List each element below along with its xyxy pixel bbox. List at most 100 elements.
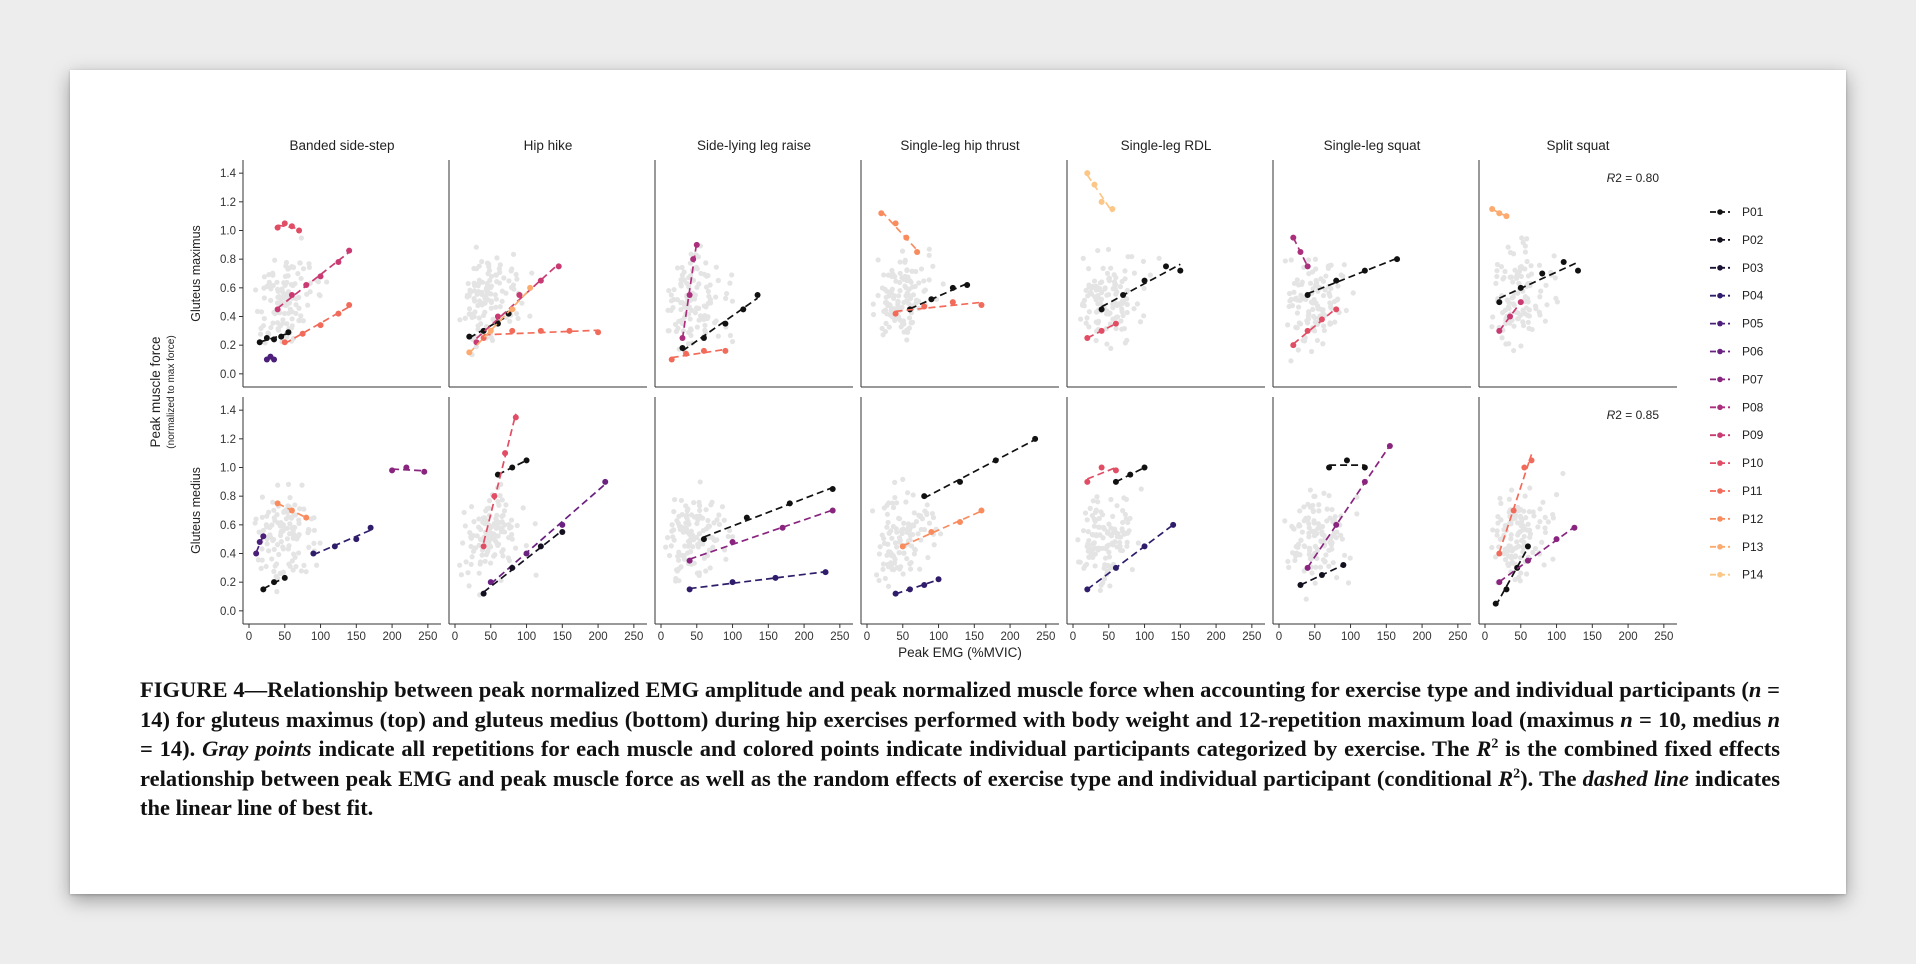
background-point <box>1314 337 1321 344</box>
background-point <box>905 292 912 298</box>
background-point <box>280 294 286 301</box>
background-point <box>921 288 927 294</box>
background-point <box>498 481 504 487</box>
background-point <box>271 515 277 521</box>
data-point-p04 <box>906 586 913 593</box>
background-point <box>900 476 906 482</box>
background-point <box>507 318 513 324</box>
data-point-p04 <box>353 536 360 543</box>
background-point <box>1494 268 1500 274</box>
background-point <box>1313 564 1319 570</box>
background-point <box>1120 508 1126 514</box>
background-point <box>1124 309 1130 316</box>
background-point <box>264 541 270 547</box>
background-point <box>1080 255 1086 261</box>
background-point <box>1108 345 1114 352</box>
background-point <box>279 300 286 306</box>
background-point <box>875 292 881 299</box>
background-point <box>1138 486 1144 492</box>
background-point <box>889 552 896 558</box>
background-point <box>1113 325 1119 332</box>
background-point <box>272 257 278 263</box>
background-point <box>260 527 266 534</box>
data-point-p01 <box>1304 292 1311 298</box>
background-point <box>1310 286 1316 292</box>
background-point <box>280 522 286 528</box>
data-point-p10 <box>1084 478 1091 485</box>
background-point <box>1513 545 1519 551</box>
background-point <box>1335 296 1341 302</box>
background-point <box>1326 493 1332 499</box>
data-point-p01 <box>829 486 836 492</box>
background-point <box>1321 327 1327 334</box>
background-point <box>1296 523 1302 529</box>
y-tick-label: 1.0 <box>220 226 236 238</box>
data-point-p07 <box>1553 536 1560 543</box>
background-point <box>306 264 312 270</box>
data-point-p10 <box>480 543 487 550</box>
background-point <box>1506 299 1512 306</box>
background-point <box>1295 304 1302 310</box>
background-point <box>1506 509 1512 515</box>
background-point <box>494 512 500 519</box>
background-point <box>1299 295 1305 301</box>
x-tick-label: 150 <box>965 631 984 643</box>
x-tick-label: 100 <box>723 631 742 643</box>
background-point <box>1354 494 1360 500</box>
background-point <box>292 502 298 508</box>
background-point <box>693 264 700 270</box>
background-point <box>1521 539 1527 545</box>
x-tick-label: 150 <box>1377 631 1396 643</box>
data-point-p01 <box>964 281 971 288</box>
background-point <box>480 515 487 521</box>
background-point <box>475 326 481 332</box>
background-point <box>1114 503 1120 509</box>
background-point <box>1114 544 1120 550</box>
data-point-p11 <box>683 350 690 357</box>
background-point <box>692 310 698 316</box>
background-point <box>1084 315 1090 321</box>
x-tick-label: 200 <box>1412 631 1431 643</box>
background-point <box>1321 323 1327 329</box>
data-point-p01 <box>700 335 707 341</box>
background-point <box>729 298 736 304</box>
background-point <box>1520 319 1526 325</box>
background-point <box>1540 499 1546 505</box>
fit-line-p11 <box>1498 454 1533 553</box>
background-point <box>1086 324 1092 330</box>
data-point-p11 <box>537 327 544 334</box>
background-point <box>1123 530 1129 536</box>
background-point <box>513 271 519 278</box>
data-point-p11 <box>299 330 306 337</box>
data-point-p01 <box>1343 457 1350 464</box>
background-point <box>290 264 297 271</box>
background-point <box>494 279 500 285</box>
background-point <box>476 298 483 304</box>
background-point <box>1505 244 1511 250</box>
background-point <box>483 292 489 299</box>
legend-key-point <box>1717 320 1723 327</box>
background-point <box>1514 539 1520 545</box>
data-point-p12 <box>892 220 899 227</box>
data-point-p01 <box>679 345 686 352</box>
background-point <box>1093 337 1099 344</box>
background-point <box>697 503 703 509</box>
x-tick-label: 200 <box>1000 631 1019 643</box>
background-point <box>693 534 700 541</box>
y-tick-label: 0.6 <box>220 520 236 532</box>
background-point <box>703 260 709 266</box>
data-point-p01 <box>1326 464 1333 471</box>
data-point-p14 <box>1091 181 1098 188</box>
background-point <box>896 539 903 545</box>
data-point-p13 <box>466 349 473 356</box>
background-point <box>1095 247 1101 254</box>
background-point <box>1515 520 1521 526</box>
background-point <box>287 521 293 527</box>
y-tick-label: 0.8 <box>220 254 236 266</box>
background-point <box>1087 505 1093 511</box>
row-label: Gluteus maximus <box>189 225 203 322</box>
background-point <box>879 285 886 291</box>
data-point-p11 <box>281 339 288 346</box>
y-axis-title: Peak muscle force <box>148 336 163 447</box>
background-point <box>1118 547 1124 553</box>
